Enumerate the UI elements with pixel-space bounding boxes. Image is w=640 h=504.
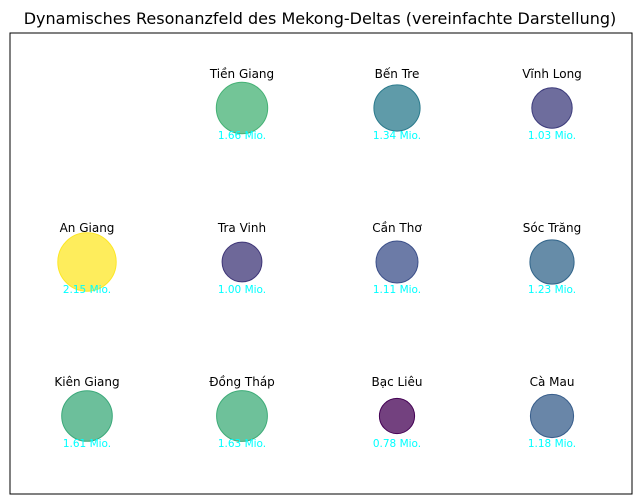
plot-area: Tiền Giang 1.66 Mio. Bến Tre 1.34 Mio. Vĩnh … xyxy=(54,67,581,450)
value-label-can-tho: 1.11 Mio. xyxy=(373,284,421,296)
point-label-an-giang: An Giang xyxy=(60,221,115,235)
point-tien-giang xyxy=(215,81,269,135)
chart-title: Dynamisches Resonanzfeld des Mekong-Delt… xyxy=(24,9,617,28)
point-bac-lieu xyxy=(378,397,416,435)
point-an-giang xyxy=(57,232,117,292)
value-label-tien-giang: 1.66 Mio. xyxy=(218,130,266,142)
point-label-bac-lieu: Bạc Liêu xyxy=(371,375,422,389)
point-label-soc-trang: Sóc Trăng xyxy=(523,221,581,235)
point-tra-vinh xyxy=(221,241,263,283)
value-label-soc-trang: 1.23 Mio. xyxy=(528,284,576,296)
point-ben-tre xyxy=(373,84,421,132)
value-label-ben-tre: 1.34 Mio. xyxy=(373,130,421,142)
value-label-kien-giang: 1.61 Mio. xyxy=(63,438,111,450)
point-label-dong-thap: Đồng Tháp xyxy=(209,375,275,389)
point-can-tho xyxy=(375,240,419,284)
point-dong-thap xyxy=(216,390,268,442)
point-label-tra-vinh: Tra Vinh xyxy=(217,221,266,235)
value-label-ca-mau: 1.18 Mio. xyxy=(528,438,576,450)
point-vinh-long xyxy=(531,87,573,129)
point-label-can-tho: Cần Thơ xyxy=(372,221,422,235)
value-label-dong-thap: 1.63 Mio. xyxy=(218,438,266,450)
point-label-tien-giang: Tiền Giang xyxy=(209,67,274,81)
value-label-an-giang: 2.15 Mio. xyxy=(63,284,111,296)
point-label-ben-tre: Bến Tre xyxy=(375,67,420,81)
point-ca-mau xyxy=(529,393,575,439)
point-kien-giang xyxy=(61,390,113,442)
value-label-tra-vinh: 1.00 Mio. xyxy=(218,284,266,296)
point-label-ca-mau: Cà Mau xyxy=(530,375,575,389)
point-soc-trang xyxy=(529,239,575,285)
point-label-vinh-long: Vĩnh Long xyxy=(522,67,582,81)
value-label-vinh-long: 1.03 Mio. xyxy=(528,130,576,142)
value-label-bac-lieu: 0.78 Mio. xyxy=(373,438,421,450)
point-label-kien-giang: Kiên Giang xyxy=(54,375,119,389)
